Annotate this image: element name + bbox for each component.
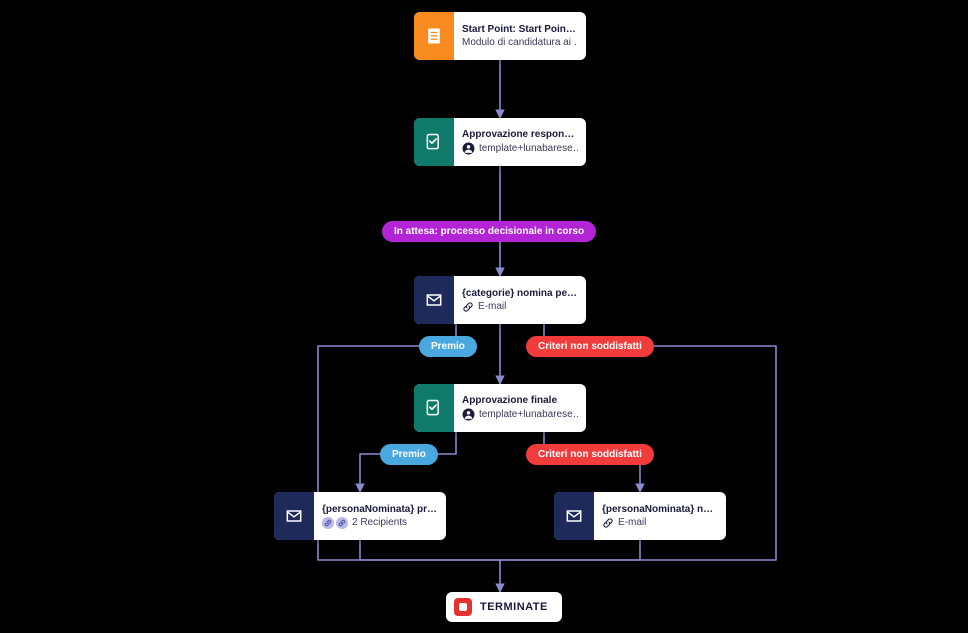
flow-node-subtitle-text: template+lunabarese… [479,409,578,420]
flow-node-subtitle: template+lunabarese… [462,142,578,155]
flow-node-subtitle: 2 Recipients [322,517,438,529]
flow-node-title: {categorie} nomina per {pers… [462,288,578,299]
edge-label-premio2: Premio [380,444,438,465]
edge-label-wait: In attesa: processo decisionale in corso [382,221,596,242]
flowchart-canvas: Start Point: Start Point: Mem… Modulo di … [0,0,968,633]
flow-node-subtitle-text: Modulo di candidatura ai … [462,37,578,48]
approve-icon [414,118,454,166]
mail-icon [274,492,314,540]
flow-node-categorie[interactable]: {categorie} nomina per {pers… E-mail [414,276,586,324]
user-icon [462,142,475,155]
doc-icon [414,12,454,60]
flow-node-subtitle: template+lunabarese… [462,408,578,421]
link-icon [602,517,614,529]
edge-label-crit1: Criteri non soddisfatti [526,336,654,357]
flow-node-body: {categorie} nomina per {pers… E-mail [454,276,586,324]
flow-node-body: Approvazione finale template+lunabarese… [454,384,586,432]
flow-node-title: Start Point: Start Point: Mem… [462,24,578,35]
recipients-icon [322,517,348,529]
link-icon [462,301,474,313]
flow-node-approv2[interactable]: Approvazione finale template+lunabarese… [414,384,586,432]
flow-node-subtitle: E-mail [602,517,718,529]
user-icon [462,408,475,421]
flow-node-noncorri[interactable]: {personaNominata} non corri… E-mail [554,492,726,540]
flow-node-body: {personaNominata} non corri… E-mail [594,492,726,540]
flow-node-title: Approvazione responsabile [462,129,578,140]
flow-node-body: Approvazione responsabile template+lunaba… [454,118,586,166]
edge-label-premio1: Premio [419,336,477,357]
edge-label-crit2: Criteri non soddisfatti [526,444,654,465]
mail-icon [554,492,594,540]
stop-icon [454,598,472,616]
approve-icon [414,384,454,432]
flow-node-body: {personaNominata} premiato… 2 Recipients [314,492,446,540]
flow-node-subtitle: E-mail [462,301,578,313]
flow-node-subtitle: Modulo di candidatura ai … [462,37,578,48]
terminate-node[interactable]: TERMINATE [446,592,562,622]
flow-node-subtitle-text: E-mail [618,517,646,528]
flow-node-subtitle-text: 2 Recipients [352,517,407,528]
flow-node-approv1[interactable]: Approvazione responsabile template+lunaba… [414,118,586,166]
flow-node-subtitle-text: template+lunabarese… [479,143,578,154]
terminate-label: TERMINATE [480,601,548,613]
flow-node-start[interactable]: Start Point: Start Point: Mem… Modulo di … [414,12,586,60]
flow-node-title: {personaNominata} premiato… [322,504,438,515]
flow-node-title: {personaNominata} non corri… [602,504,718,515]
mail-icon [414,276,454,324]
flow-node-subtitle-text: E-mail [478,301,506,312]
flow-node-premiato[interactable]: {personaNominata} premiato… 2 Recipients [274,492,446,540]
flow-node-title: Approvazione finale [462,395,578,406]
flow-node-body: Start Point: Start Point: Mem… Modulo di … [454,12,586,60]
